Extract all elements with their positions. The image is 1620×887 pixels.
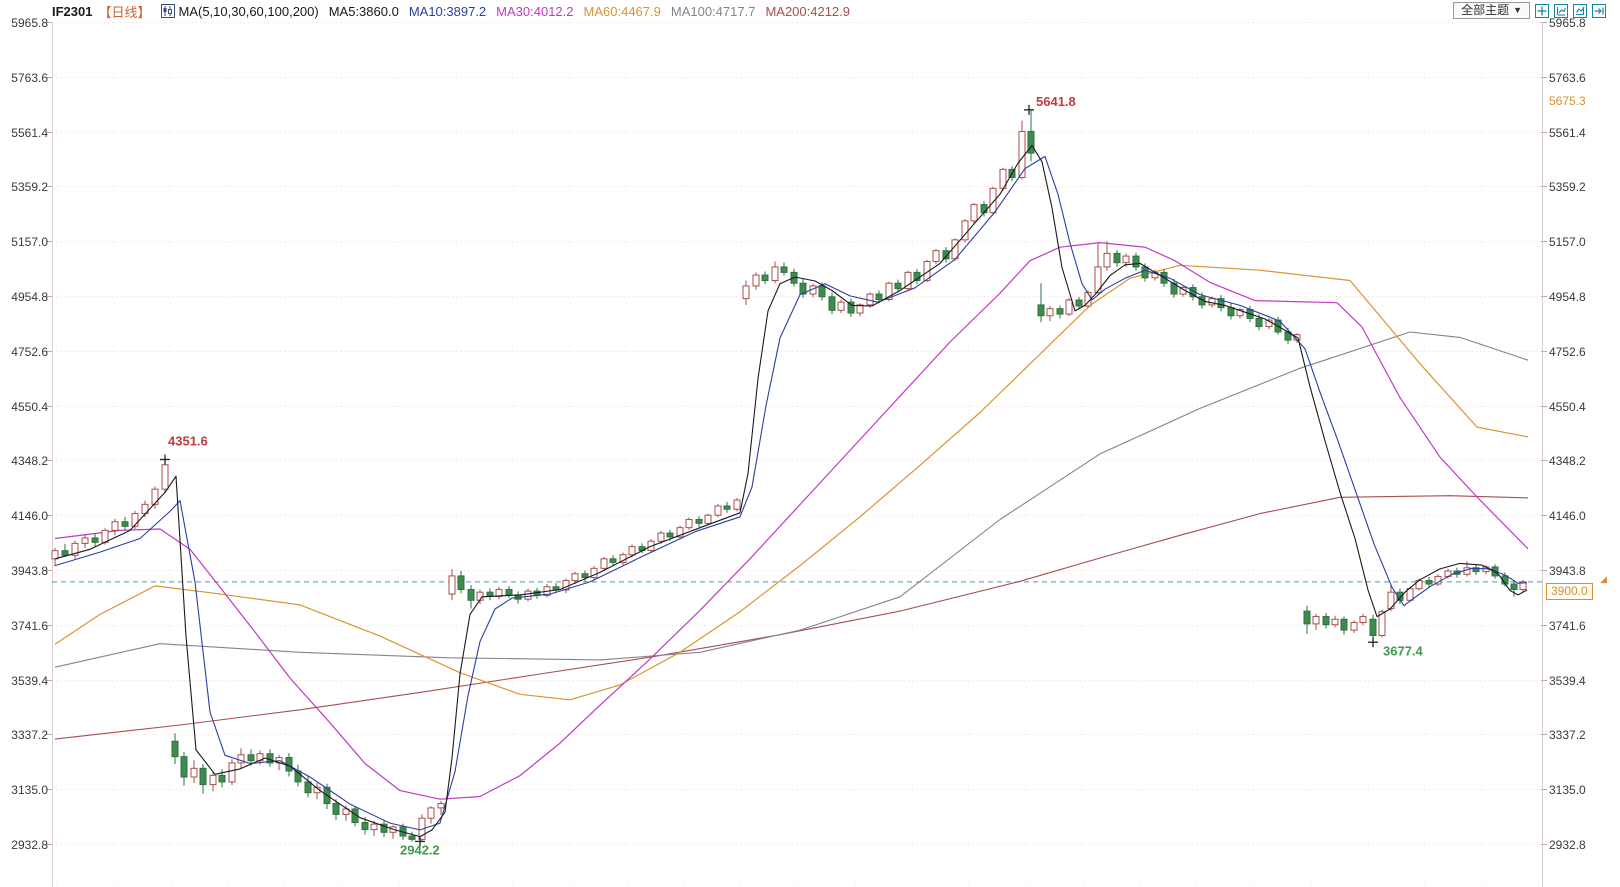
ma30-value: MA30:4012.2 [496,3,574,19]
y-axis-tick-label: 3337.2 [1549,727,1586,742]
y-axis-tick-label: 3741.6 [1549,618,1586,633]
y-axis-tick-label: 5763.6 [1549,70,1586,85]
chevron-down-icon: ▼ [1513,5,1522,15]
y-axis-tick-label: 3337.2 [11,727,48,742]
svg-text:5641.8: 5641.8 [1036,94,1076,109]
y-axis-tick-label: 4146.0 [11,508,48,523]
y-axis-tick-label: 3539.4 [11,673,48,688]
y-axis-tick-label: 4550.4 [1549,399,1586,414]
chart-toolbar: 全部主题 ▼ [1453,2,1606,19]
theme-dropdown-label: 全部主题 [1461,3,1510,17]
ma10-value: MA10:3897.2 [408,3,487,19]
theme-dropdown[interactable]: 全部主题 ▼ [1453,2,1530,19]
y-axis-tick-label: 5965.8 [1549,15,1586,30]
svg-text:2942.2: 2942.2 [400,842,440,857]
y-axis-tick-label: 5965.8 [11,15,48,30]
go-latest-icon[interactable] [1592,3,1606,18]
y-axis-tick-label: 5561.4 [1549,125,1586,140]
period-label: 【日线】 [98,4,151,20]
last-price-tag: 3900.0 [1546,582,1593,600]
y-axis-tick-label: 4752.6 [1549,344,1586,359]
y-axis-tick-label: 4954.8 [11,289,48,304]
ma-formula: MA(5,10,30,60,100,200) [178,3,319,19]
y-axis-tick-label: 2932.8 [1549,837,1586,852]
y-axis-tick-label: 4752.6 [11,344,48,359]
chart-header: IF2301 【日线】 MA(5,10,30,60,100,200) MA5:3… [52,2,850,20]
y-axis-tick-label: 5359.2 [1549,179,1586,194]
ma200-value: MA200:4212.9 [765,3,851,19]
visible-high-tag: 5675.3 [1549,93,1586,108]
y-axis-tick-label: 5157.0 [11,234,48,249]
y-axis-tick-label: 3943.8 [11,563,48,578]
y-axis-tick-label: 2932.8 [11,837,48,852]
price-tag-arrow-icon: ◢ [1600,573,1607,584]
y-axis-tick-label: 3741.6 [11,618,48,633]
y-axis-tick-label: 4146.0 [1549,508,1586,523]
y-axis-tick-label: 5763.6 [11,70,48,85]
y-axis-tick-label: 3943.8 [1549,563,1586,578]
y-axis-tick-label: 5561.4 [11,125,48,140]
y-axis-tick-label: 4348.2 [1549,453,1586,468]
svg-text:4351.6: 4351.6 [168,434,208,449]
fit-horizontal-icon[interactable] [1573,3,1587,18]
svg-text:3677.4: 3677.4 [1383,644,1424,659]
y-axis-tick-label: 4348.2 [11,453,48,468]
y-axis-tick-label: 3135.0 [1549,782,1586,797]
y-axis-tick-label: 4550.4 [11,399,48,414]
ma100-value: MA100:4717.7 [670,3,756,19]
y-axis-tick-label: 3135.0 [11,782,48,797]
y-axis-tick-label: 5157.0 [1549,234,1586,249]
kline-indicator-icon [160,4,175,18]
y-axis-tick-label: 5359.2 [11,179,48,194]
pan-crosshair-icon[interactable] [1535,3,1549,18]
y-axis-tick-label: 4954.8 [1549,289,1586,304]
ma5-value: MA5:3860.0 [328,3,399,19]
symbol-label: IF2301 [52,3,93,19]
fit-vertical-icon[interactable] [1554,3,1568,18]
y-axis-tick-label: 3539.4 [1549,673,1586,688]
ma60-value: MA60:4467.9 [583,3,661,19]
